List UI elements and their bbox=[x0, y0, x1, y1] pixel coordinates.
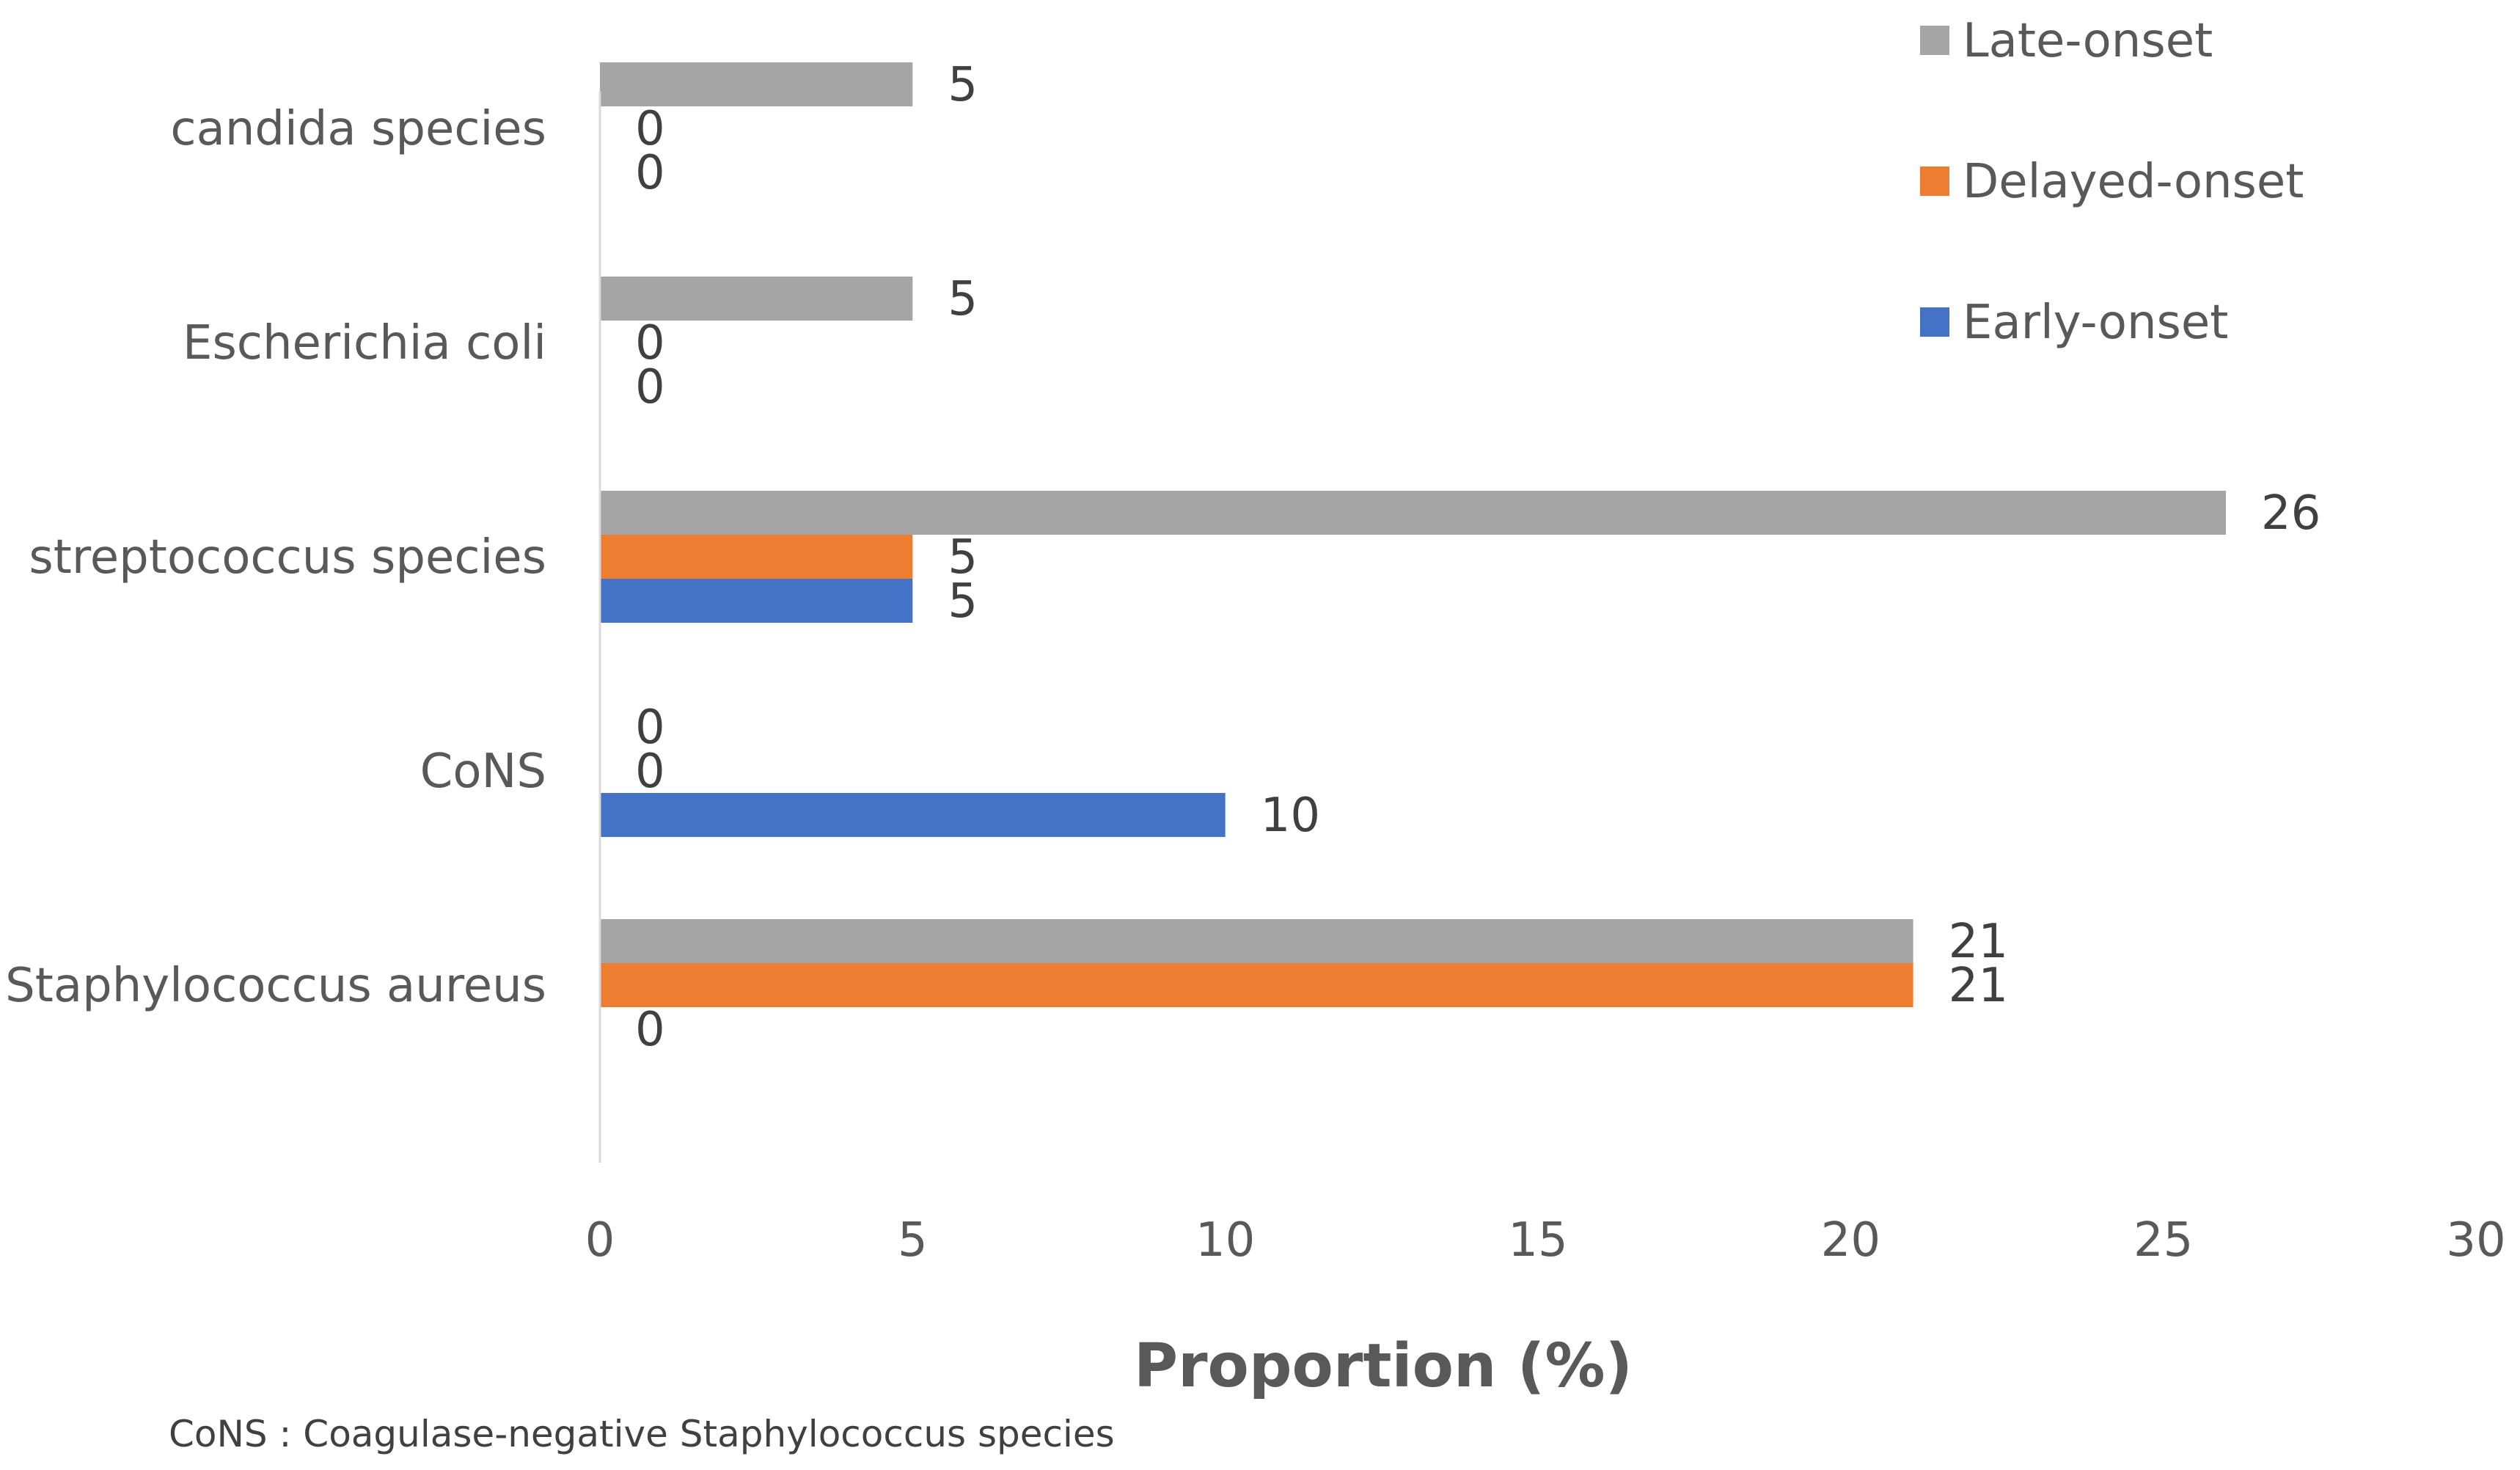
legend-item-early-onset: Early-onset bbox=[1920, 296, 2228, 350]
legend-label-delayed-onset: Delayed-onset bbox=[1963, 155, 2304, 209]
bars-layer bbox=[600, 62, 2226, 1007]
data-label-delayed-onset-streptococcus-species: 5 bbox=[948, 530, 978, 585]
data-label-delayed-onset-cons: 0 bbox=[635, 745, 665, 799]
data-label-late-onset-staphylococcus-aureus: 21 bbox=[1949, 915, 2008, 969]
x-tick-label-0: 0 bbox=[585, 1213, 615, 1268]
category-labels-layer: candida species Escherichia coli streptoco… bbox=[5, 102, 546, 1013]
legend-label-early-onset: Early-onset bbox=[1963, 296, 2228, 350]
bar-late-onset-streptococcus-species bbox=[600, 491, 2226, 535]
data-label-late-onset-streptococcus-species: 26 bbox=[2261, 486, 2321, 541]
legend: Late-onset Delayed-onset Early-onset bbox=[1920, 14, 2304, 350]
category-label-escherichia-coli: Escherichia coli bbox=[183, 316, 546, 370]
footnote: CoNS : Coagulase-negative Staphylococcus… bbox=[169, 1413, 1115, 1455]
bar-early-onset-streptococcus-species bbox=[600, 579, 913, 623]
bar-delayed-onset-streptococcus-species bbox=[600, 535, 913, 579]
bar-late-onset-escherichia-coli bbox=[600, 277, 913, 321]
legend-swatch-late-onset bbox=[1920, 26, 1949, 55]
bar-delayed-onset-staphylococcus-aureus bbox=[600, 963, 1913, 1007]
data-label-late-onset-candida-species: 5 bbox=[948, 58, 978, 112]
legend-item-late-onset: Late-onset bbox=[1920, 14, 2213, 68]
data-label-early-onset-cons: 10 bbox=[1261, 789, 1320, 843]
x-tick-labels-layer: 0 5 10 15 20 25 30 bbox=[585, 1213, 2506, 1268]
data-label-early-onset-staphylococcus-aureus: 0 bbox=[635, 1003, 665, 1057]
legend-swatch-delayed-onset bbox=[1920, 167, 1949, 196]
data-label-late-onset-cons: 0 bbox=[635, 701, 665, 755]
category-label-streptococcus-species: streptococcus species bbox=[29, 530, 546, 585]
data-label-early-onset-streptococcus-species: 5 bbox=[948, 574, 978, 629]
data-label-early-onset-escherichia-coli: 0 bbox=[635, 360, 665, 414]
x-axis-title: Proportion (%) bbox=[1134, 1331, 1633, 1401]
data-label-early-onset-candida-species: 0 bbox=[635, 146, 665, 200]
x-tick-label-30: 30 bbox=[2446, 1213, 2505, 1268]
category-label-staphylococcus-aureus: Staphylococcus aureus bbox=[5, 959, 546, 1013]
bar-early-onset-cons bbox=[600, 793, 1226, 837]
legend-swatch-early-onset bbox=[1920, 307, 1949, 337]
data-label-late-onset-escherichia-coli: 5 bbox=[948, 272, 978, 326]
bar-late-onset-candida-species bbox=[600, 62, 913, 106]
bar-late-onset-staphylococcus-aureus bbox=[600, 919, 1913, 963]
category-label-cons: CoNS bbox=[420, 745, 546, 799]
x-tick-label-15: 15 bbox=[1508, 1213, 1567, 1268]
x-tick-label-20: 20 bbox=[1821, 1213, 1880, 1268]
data-label-delayed-onset-escherichia-coli: 0 bbox=[635, 316, 665, 370]
legend-item-delayed-onset: Delayed-onset bbox=[1920, 155, 2304, 209]
legend-label-late-onset: Late-onset bbox=[1963, 14, 2213, 68]
x-tick-label-10: 10 bbox=[1195, 1213, 1255, 1268]
data-label-delayed-onset-candida-species: 0 bbox=[635, 102, 665, 156]
x-tick-label-25: 25 bbox=[2133, 1213, 2193, 1268]
category-label-candida-species: candida species bbox=[170, 102, 546, 156]
x-tick-label-5: 5 bbox=[898, 1213, 928, 1268]
data-label-delayed-onset-staphylococcus-aureus: 21 bbox=[1949, 959, 2008, 1013]
